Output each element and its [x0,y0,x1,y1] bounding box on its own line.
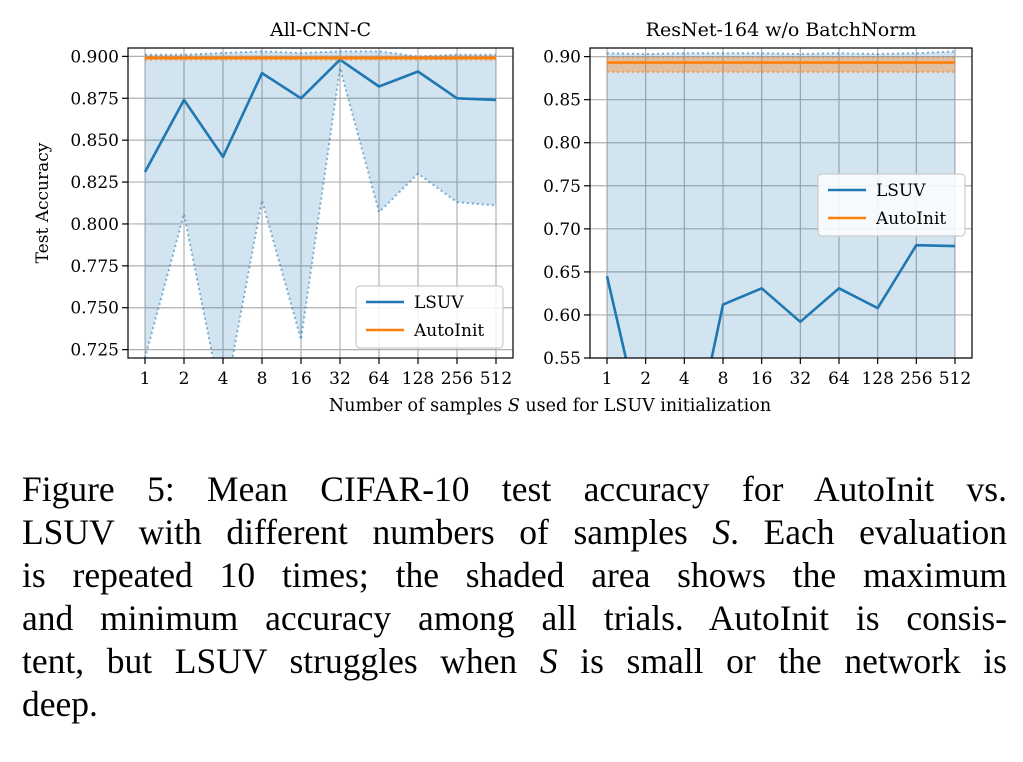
x-tick-label: 16 [751,369,773,389]
chart-title: ResNet-164 w/o BatchNorm [646,19,917,41]
caption-line: is repeated 10 times; the shaded area sh… [22,555,1007,595]
x-tick-label: 1 [140,369,151,389]
plot-area [605,50,956,358]
line-lsuv [143,58,497,173]
y-tick-label: 0.725 [70,341,119,361]
chart-all-cnn-c: All-CNN-C 0.725 0.750 0.775 0.800 0.825 0.850 0… [33,19,514,389]
legend-label-lsuv: LSUV [876,181,926,201]
y-tick-label: 0.800 [70,215,119,235]
y-axis-label: Test Accuracy [33,142,53,263]
plot-frame [127,47,514,359]
plot-area [143,50,497,358]
x-tick-label: 1 [602,369,613,389]
band-lsuv [607,51,955,358]
y-tick-label: 0.80 [543,134,581,154]
legend-label-lsuv: LSUV [414,293,464,313]
caption-line: LSUV with different numbers of samples S… [22,512,1007,552]
x-tick-label: 8 [718,369,729,389]
x-tick-label: 512 [939,369,971,389]
y-tick-label: 0.90 [543,48,581,68]
y-tick-label: 0.825 [70,173,119,193]
x-tick-label: 8 [257,369,268,389]
y-tick-label: 0.65 [543,263,581,283]
legend: LSUV AutoInit [817,173,966,237]
y-tick-label: 0.70 [543,220,581,240]
y-tick-label: 0.900 [70,47,119,67]
x-tick-label: 2 [179,369,190,389]
x-tick-label: 4 [218,369,229,389]
x-tick-label: 256 [900,369,932,389]
band-autoinit [607,57,955,73]
caption-line: deep. [22,684,98,724]
chart-resnet-164: ResNet-164 w/o BatchNorm 0.55 0.60 0.65 0.70… [543,19,973,389]
y-tick-label: 0.850 [70,131,119,151]
shared-x-axis-label: Number of samples S used for LSUV initia… [329,396,771,416]
figure-caption: Figure 5: Mean CIFAR-10 test accuracy fo… [22,468,1007,726]
caption-line: Figure 5: Mean CIFAR-10 test accuracy fo… [22,469,1007,509]
line-lsuv [605,243,956,358]
y-tick-label: 0.775 [70,257,119,277]
y-tick-label: 0.875 [70,89,119,109]
legend-label-autoinit: AutoInit [413,321,484,341]
x-tick-label: 16 [290,369,312,389]
x-tick-label: 64 [828,369,850,389]
figure: All-CNN-C 0.725 0.750 0.775 0.800 0.825 0.850 0… [33,19,973,416]
bound-max-lsuv [145,50,496,58]
x-tick-label: 512 [480,369,512,389]
legend: LSUV AutoInit [355,285,504,349]
x-tick-label: 4 [679,369,690,389]
figure-canvas: All-CNN-C 0.725 0.750 0.775 0.800 0.825 0.850 0… [33,19,973,416]
y-tick-label: 0.60 [543,306,581,326]
x-tick-label: 256 [441,369,473,389]
y-tick-label: 0.55 [543,349,581,369]
y-tick-label: 0.75 [543,177,581,197]
x-tick-label: 128 [861,369,893,389]
caption-line: and minimum accuracy among all trials. A… [22,598,1007,638]
caption-line: tent, but LSUV struggles when S is small… [22,641,1007,681]
chart-title: All-CNN-C [269,19,371,41]
x-tick-label: 128 [402,369,434,389]
plot-frame [589,47,973,359]
x-tick-label: 32 [329,369,351,389]
bound-min-lsuv [144,67,497,358]
band-lsuv [145,51,496,358]
x-tick-label: 2 [640,369,651,389]
bound-max-lsuv [606,50,956,56]
legend-label-autoinit: AutoInit [875,209,946,229]
y-tick-label: 0.750 [70,299,119,319]
grid [128,48,513,358]
x-tick-label: 64 [368,369,390,389]
x-tick-label: 32 [790,369,812,389]
y-tick-label: 0.85 [543,91,581,111]
